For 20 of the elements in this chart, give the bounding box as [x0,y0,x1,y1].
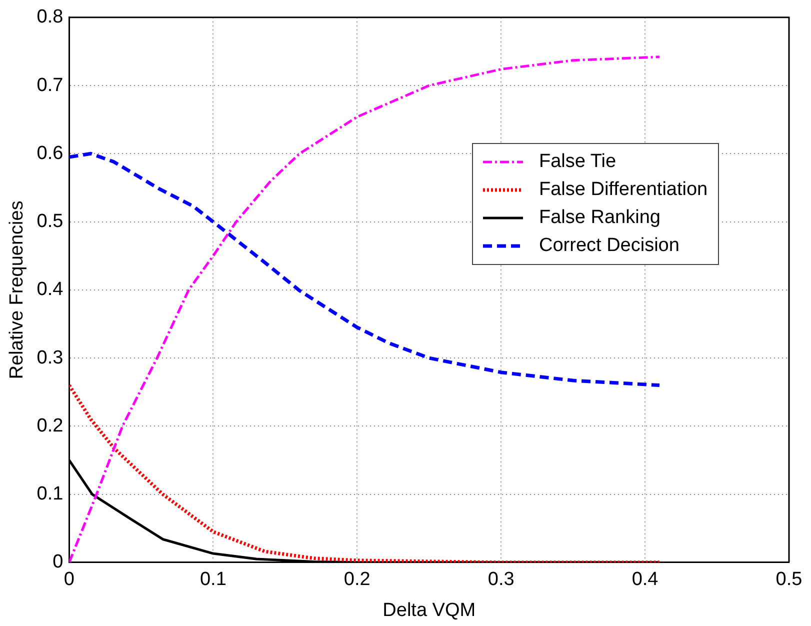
legend-label: False Ranking [539,206,660,229]
x-tick-label: 0.5 [776,569,802,590]
y-tick-label: 0.1 [36,484,64,505]
y-axis-title: Relative Frequencies [6,200,28,380]
y-tick-label: 0.5 [36,211,64,232]
y-tick-label: 0.4 [36,279,64,300]
x-tick-label: 0.4 [632,569,659,590]
x-tick-label: 0.3 [488,569,514,590]
y-tick-label: 0.7 [36,74,64,96]
y-tick-label: 0.6 [36,142,64,164]
legend-label: False Tie [539,150,616,173]
legend-label: False Differentiation [539,178,708,201]
x-tick-label: 0.2 [344,569,370,590]
legend-label: Correct Decision [539,234,680,257]
y-tick-label: 0.3 [36,347,64,368]
y-tick-label: 0.2 [36,415,64,436]
x-axis-title: Delta VQM [382,600,476,621]
x-tick-label: 0.1 [200,569,226,590]
y-tick-label: 0.8 [36,6,64,28]
y-tick-label: 0 [52,552,64,573]
